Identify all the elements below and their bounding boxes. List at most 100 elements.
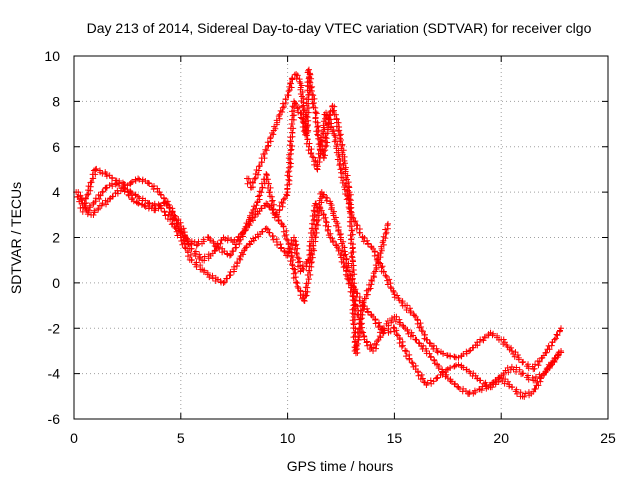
data-point-track-a <box>382 272 389 279</box>
data-point-spikes <box>349 231 356 238</box>
data-point-track-a <box>331 138 338 145</box>
data-point-track-b <box>400 323 407 330</box>
data-point-track-a <box>407 308 414 315</box>
data-point-track-b <box>415 339 422 346</box>
data-point-track-b <box>322 222 329 229</box>
data-point-track-c <box>558 347 565 354</box>
data-point-track-a <box>314 159 321 166</box>
data-point-track-c <box>300 297 307 304</box>
data-point-track-c <box>141 202 148 209</box>
data-point-track-a <box>390 287 397 294</box>
data-point-track-c <box>399 342 406 349</box>
data-point-spikes <box>285 88 292 95</box>
data-point-track-b <box>370 344 377 351</box>
data-point-track-a <box>297 114 304 121</box>
data-point-track-b <box>258 228 265 235</box>
data-point-track-b <box>97 192 104 199</box>
data-point-track-c <box>98 202 105 209</box>
data-point-track-c <box>333 222 340 229</box>
data-point-track-a <box>108 174 115 181</box>
data-point-spikes <box>304 123 311 130</box>
data-point-track-c <box>297 292 304 299</box>
data-point-track-a <box>309 153 316 160</box>
data-point-track-c <box>176 224 183 231</box>
data-points <box>73 66 565 400</box>
data-point-track-b <box>184 253 191 260</box>
data-point-track-b <box>270 236 277 243</box>
data-point-track-b <box>502 376 509 383</box>
data-point-track-b <box>311 208 318 215</box>
data-point-track-c <box>424 379 431 386</box>
data-point-track-b <box>171 223 178 230</box>
data-point-track-b <box>292 242 299 249</box>
data-point-track-c <box>229 248 236 255</box>
data-point-spikes <box>320 148 327 155</box>
data-point-track-c <box>267 193 274 200</box>
data-point-track-a <box>403 306 410 313</box>
data-point-track-b <box>472 389 479 396</box>
data-point-track-a <box>286 151 293 158</box>
data-point-track-c <box>110 193 117 200</box>
data-point-track-b <box>278 244 285 251</box>
data-point-track-b <box>77 193 84 200</box>
data-point-track-c <box>117 187 124 194</box>
data-point-spikes <box>305 67 312 74</box>
data-point-track-a <box>463 348 470 355</box>
data-point-track-a <box>252 211 259 218</box>
data-point-track-a <box>414 320 421 327</box>
data-point-track-a <box>411 312 418 319</box>
data-point-track-a <box>150 186 157 193</box>
data-point-spikes <box>249 179 256 186</box>
data-point-spikes <box>312 118 319 125</box>
data-point-track-c <box>338 240 345 247</box>
data-point-track-b <box>324 227 331 234</box>
data-point-track-c <box>269 197 276 204</box>
data-point-track-a <box>548 342 555 349</box>
data-point-track-c <box>345 268 352 275</box>
data-point-track-a <box>280 196 287 203</box>
data-point-spikes <box>349 258 356 265</box>
x-tick-label: 25 <box>600 430 616 446</box>
data-point-track-c <box>267 184 274 191</box>
y-tick-label: 6 <box>52 139 60 155</box>
data-point-track-a <box>154 185 161 192</box>
data-point-track-b <box>293 250 300 257</box>
data-point-track-c <box>292 274 299 281</box>
data-point-track-a <box>494 332 501 339</box>
data-point-track-a <box>338 165 345 172</box>
data-point-track-c <box>393 331 400 338</box>
data-point-track-c <box>263 170 270 177</box>
data-point-track-b <box>290 237 297 244</box>
y-tick-label: 2 <box>52 230 60 246</box>
data-point-spikes <box>322 134 329 141</box>
data-point-track-a <box>304 136 311 143</box>
data-point-track-c <box>414 368 421 375</box>
data-point-track-c <box>289 262 296 269</box>
data-point-track-a <box>82 195 89 202</box>
data-point-spikes <box>314 131 321 138</box>
data-point-track-b <box>181 244 188 251</box>
data-point-track-b <box>367 341 374 348</box>
data-point-track-a <box>546 346 553 353</box>
data-point-track-a <box>201 257 208 264</box>
data-point-track-b <box>531 386 538 393</box>
data-point-track-a <box>289 143 296 150</box>
data-point-spikes <box>245 175 252 182</box>
data-point-track-a <box>289 103 296 110</box>
data-point-track-a <box>103 173 110 180</box>
data-point-track-c <box>308 259 315 266</box>
data-point-spikes <box>339 142 346 149</box>
data-point-spikes <box>349 310 356 317</box>
data-point-track-a <box>279 200 286 207</box>
data-point-track-a <box>128 178 135 185</box>
data-point-track-c <box>286 248 293 255</box>
data-point-track-a <box>387 283 394 290</box>
data-point-track-a <box>354 222 361 229</box>
data-point-spikes <box>335 128 342 135</box>
data-point-spikes <box>369 277 376 284</box>
data-point-spikes <box>291 71 298 78</box>
data-point-spikes <box>297 90 304 97</box>
data-point-track-a <box>305 147 312 154</box>
data-point-track-a <box>477 336 484 343</box>
